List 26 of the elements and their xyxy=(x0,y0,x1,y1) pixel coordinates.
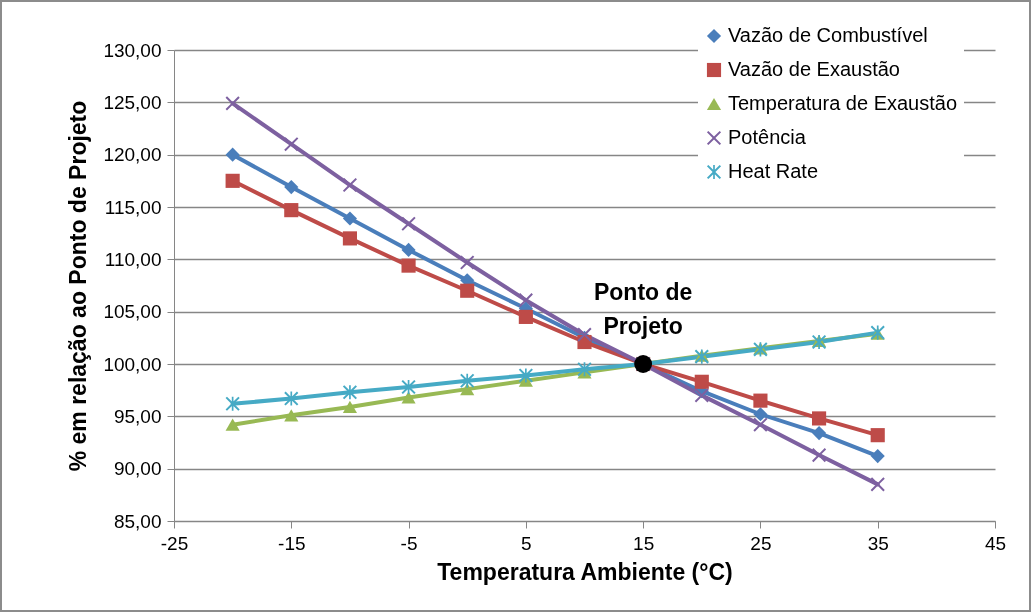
y-tick-label: 110,00 xyxy=(104,248,162,270)
y-tick-label: 85,00 xyxy=(113,510,162,532)
x-tick-label: 5 xyxy=(521,532,532,554)
x-tick-label: -25 xyxy=(160,532,189,554)
y-tick-label: 120,00 xyxy=(103,144,162,166)
x-tick-label: 25 xyxy=(750,532,772,554)
annotation: Ponto de Projeto xyxy=(593,279,693,339)
x-axis-title: Temperatura Ambiente (°C) xyxy=(437,558,733,585)
legend-label: Vazão de Exaustão xyxy=(728,58,900,80)
y-tick-label: 100,00 xyxy=(103,353,162,375)
y-tick-label: 105,00 xyxy=(103,301,162,323)
x-tick-label: -15 xyxy=(278,532,306,554)
legend-label: Vazão de Combustível xyxy=(728,24,928,46)
y-axis-title: % em relação ao Ponto de Projeto xyxy=(65,100,92,472)
legend-label: Heat Rate xyxy=(728,160,819,182)
y-tick-label: 90,00 xyxy=(113,458,162,480)
x-tick-label: -5 xyxy=(400,532,418,554)
y-tick-label: 130,00 xyxy=(103,39,162,61)
y-tick-label: 95,00 xyxy=(113,405,162,427)
legend-label: Temperatura de Exaustão xyxy=(728,92,958,114)
x-tick-label: 45 xyxy=(984,532,1007,554)
x-tick-label: 35 xyxy=(867,532,889,554)
legend-label: Potência xyxy=(728,126,807,148)
y-tick-label: 125,00 xyxy=(103,91,162,113)
x-tick-label: 15 xyxy=(633,532,655,554)
y-tick-label: 115,00 xyxy=(104,196,162,218)
